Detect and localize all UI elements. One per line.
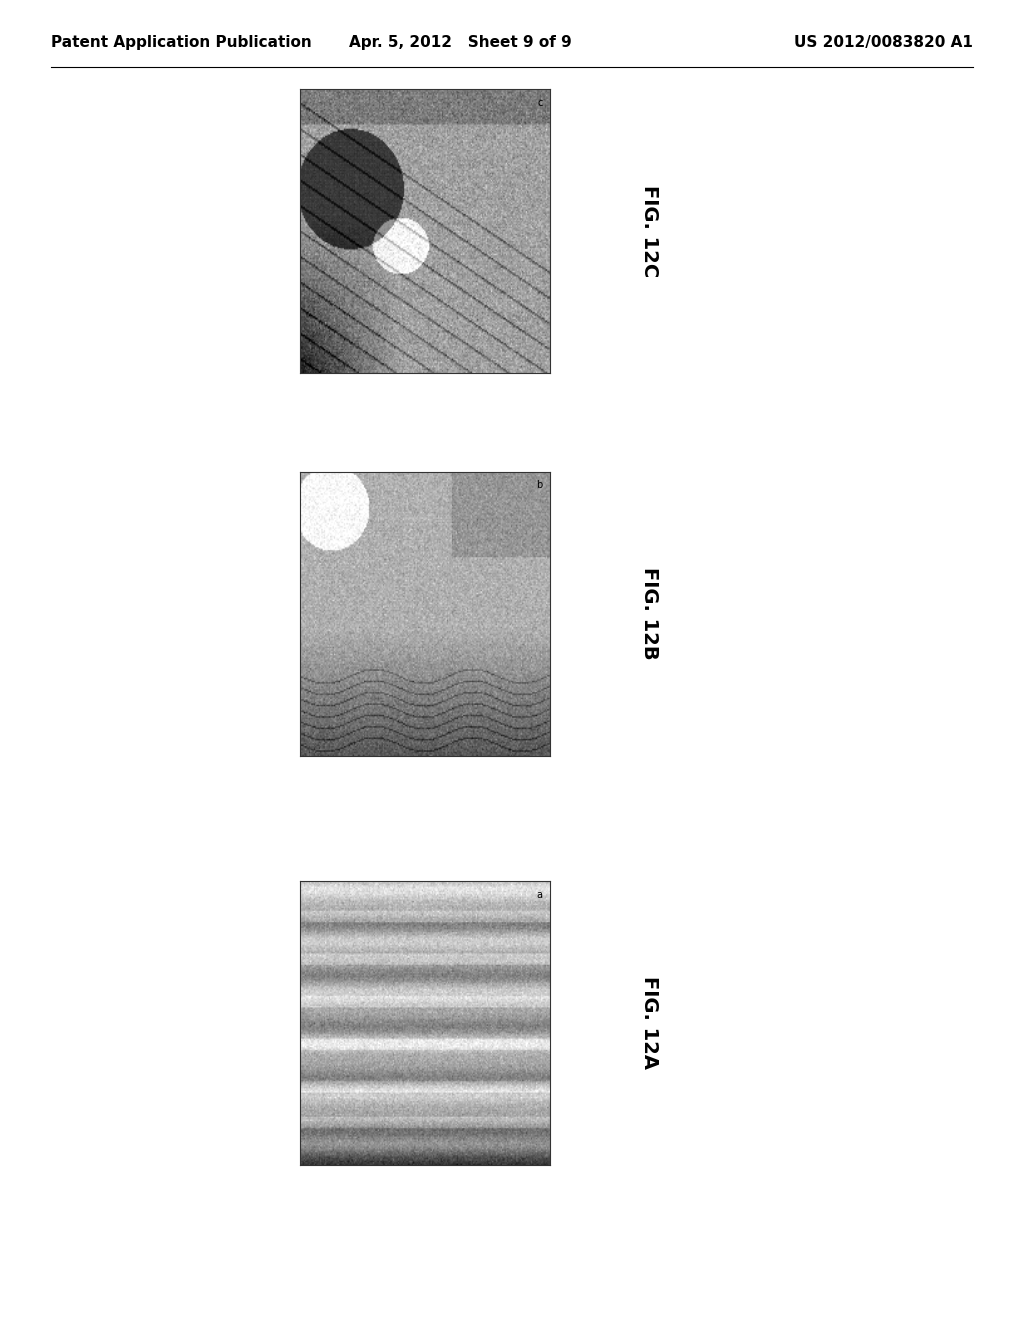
Text: b: b	[537, 480, 543, 491]
Text: FIG. 12C: FIG. 12C	[640, 185, 659, 277]
Text: FIG. 12A: FIG. 12A	[640, 977, 659, 1069]
Text: US 2012/0083820 A1: US 2012/0083820 A1	[794, 36, 973, 50]
Text: a: a	[537, 890, 543, 900]
Text: Patent Application Publication: Patent Application Publication	[51, 36, 312, 50]
Text: Apr. 5, 2012   Sheet 9 of 9: Apr. 5, 2012 Sheet 9 of 9	[349, 36, 572, 50]
Text: c: c	[538, 98, 543, 108]
Text: FIG. 12B: FIG. 12B	[640, 568, 659, 660]
